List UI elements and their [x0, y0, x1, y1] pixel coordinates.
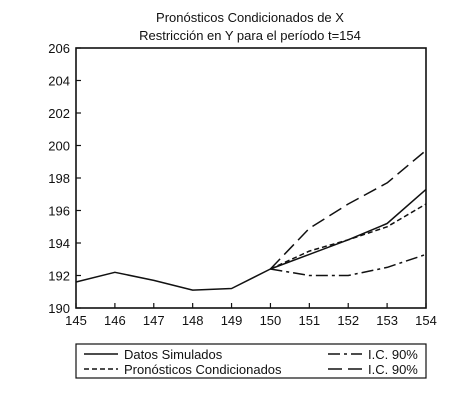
x-tick-label: 145 [65, 313, 87, 328]
y-tick-label: 190 [48, 301, 70, 316]
plot-frame [75, 47, 427, 309]
x-tick-label: 147 [143, 313, 165, 328]
chart-subtitle: Restricción en Y para el período t=154 [139, 28, 361, 43]
y-tick-label: 206 [48, 41, 70, 56]
x-tick-label: 150 [260, 313, 282, 328]
legend-entry-ic-90-lower-label: I.C. 90% [368, 347, 418, 362]
series-line-3 [270, 253, 427, 277]
y-tick-label: 204 [48, 74, 70, 89]
y-tick-label: 192 [48, 269, 70, 284]
x-tick-label: 152 [337, 313, 359, 328]
legend-box [75, 343, 427, 379]
series-line-1 [75, 188, 427, 291]
legend-entry-pronosticos-condicionados-label: Pronósticos Condicionados [124, 362, 282, 377]
legend-entry-datos-simulados-label: Datos Simulados [124, 347, 223, 362]
x-tick-label: 151 [298, 313, 320, 328]
y-tick-label: 200 [48, 139, 70, 154]
y-tick-label: 194 [48, 236, 70, 251]
x-tick-label: 148 [182, 313, 204, 328]
x-tick-label: 153 [376, 313, 398, 328]
x-tick-label: 154 [415, 313, 437, 328]
x-tick-label: 149 [221, 313, 243, 328]
chart-title: Pronósticos Condicionados de X [156, 10, 344, 25]
y-tick-label: 198 [48, 171, 70, 186]
y-tick-label: 202 [48, 106, 70, 121]
legend-entry-ic-90-upper-label: I.C. 90% [368, 362, 418, 377]
x-tick-label: 146 [104, 313, 126, 328]
series-line-4 [269, 149, 427, 270]
y-tick-label: 196 [48, 204, 70, 219]
series-line-2 [270, 203, 427, 270]
